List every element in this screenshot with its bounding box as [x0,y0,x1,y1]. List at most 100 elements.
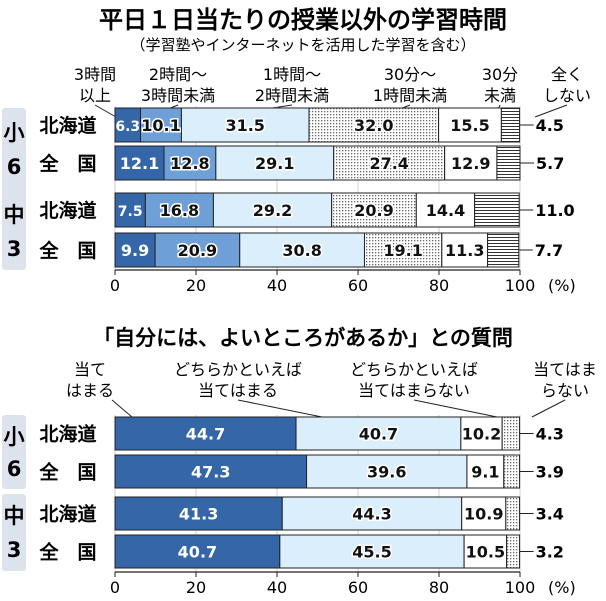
legend-label-line2: 1時間未満 [373,86,447,105]
legend-label-line1: 2時間〜 [149,65,207,84]
chart2-group-label-line2: 3 [7,538,22,562]
chart1-group-label-line1: 中 [4,203,25,227]
data-label: 10.2 [462,425,501,444]
data-label: 39.6 [367,463,406,482]
data-label: 10.1 [141,116,180,135]
chart1-group-label-line2: 6 [7,155,22,179]
chart1-group-tab-junior: 中 3 [2,193,26,270]
legend-leader-line [413,399,498,418]
x-tick-label: 80 [429,276,449,295]
bar-row: 全 国 40.7 45.5 10.5 3.2 [38,534,564,569]
legend-label-line2: 以上 [79,86,111,105]
data-label: 5.7 [536,154,564,173]
data-label: 40.7 [359,425,398,444]
bar-segment [463,534,508,569]
chart1-group-label-line1: 小 [4,121,25,145]
row-category-label: 北海道 [39,199,96,222]
bar-segment [279,534,465,569]
data-label: 3.2 [536,543,564,562]
data-label: 10.9 [464,505,503,524]
unit-label: (%) [548,276,576,295]
data-label: 30.8 [282,241,321,260]
legend-label-line2: らない [541,381,589,400]
data-label: 44.7 [186,425,225,444]
x-tick-label: 100 [505,578,536,597]
bar-segment [144,192,214,228]
bar-row: 北海道 41.3 44.3 10.9 3.4 [39,496,564,531]
chart2-title: 「自分には、よいところがあるか」との質問 [93,326,513,350]
row-category-label: 全 国 [38,541,96,564]
row-category-label: 北海道 [39,503,96,526]
data-label: 4.3 [536,425,564,444]
data-label: 12.9 [451,154,490,173]
data-label: 45.5 [352,543,391,562]
legend-label-line1: 30分〜 [384,65,436,84]
chart2-group-label-line2: 6 [7,457,22,481]
data-label: 9.1 [471,463,499,482]
legend-label-line2: 当てはまる [198,381,278,400]
data-label: 27.4 [369,154,408,173]
bar-segment [331,192,417,228]
data-label: 10.5 [466,543,505,562]
x-tick-label: 20 [186,276,206,295]
bar-segment [496,145,521,181]
x-tick-label: 60 [348,578,368,597]
bar-segment [114,534,281,569]
bar-segment [114,454,308,489]
legend-label-line2: 2時間未満 [255,86,329,105]
data-label: 47.3 [191,463,230,482]
bar-segment [114,416,297,451]
data-label: 3.4 [536,505,564,524]
chart2-group-label-line1: 小 [4,425,25,449]
data-label: 3.9 [536,463,564,482]
legend-label-line1: 当て [74,360,106,379]
legend-label-line2: 当てはまらない [358,381,470,400]
bar-row: 北海道 44.7 40.7 10.2 4.3 [39,416,564,451]
legend-label-line2: 未満 [484,86,516,105]
chart2-group-tab-junior: 中 3 [2,494,26,571]
legend-label-line2: はまる [66,381,114,400]
legend-label-line1: どちらかといえば [174,360,302,379]
bar-segment [505,496,521,531]
chart2-plot: 当てはまるどちらかといえば当てはまるどちらかといえば当てはまらない当てはまらない… [38,360,596,597]
data-label: 9.9 [121,241,149,260]
chart2-group-label-line1: 中 [4,504,25,528]
data-label: 32.0 [354,116,393,135]
bar-segment [501,416,521,451]
row-category-label: 全 国 [38,461,96,484]
chart2-group-tab-elementary: 小 6 [2,415,26,489]
row-category-label: 北海道 [39,114,96,137]
bar-segment [212,192,333,228]
bar-segment [239,232,365,268]
bar-segment [438,107,502,143]
data-label: 31.5 [225,116,264,135]
data-label: 11.0 [535,201,574,220]
data-label: 16.8 [160,201,199,220]
x-tick-label: 40 [267,276,287,295]
bar-segment [114,145,165,181]
bar-segment [500,107,521,143]
legend-label-line1: 全く [551,65,583,84]
row-category-label: 北海道 [39,423,96,446]
legend-label-line1: 当てはま [533,360,597,379]
legend-leader-line [111,399,133,418]
bar-segment [180,107,310,143]
row-category-label: 全 国 [38,239,96,262]
data-label: 20.9 [354,201,393,220]
bar-segment [474,192,520,228]
bar-segment [295,416,462,451]
unit-label: (%) [548,578,576,597]
bar-segment [487,232,520,268]
data-label: 20.9 [178,241,217,260]
bar-segment [503,454,521,489]
legend-label-line1: 1時間〜 [263,65,321,84]
legend-leader-line [94,104,117,118]
bar-segment [363,232,443,268]
bar-row: 北海道 7.5 16.8 29.2 20.9 14.4 11.0 [39,192,575,228]
bar-segment [506,534,521,569]
legend-label-line1: どちらかといえば [350,360,478,379]
data-label: 12.8 [170,154,209,173]
data-label: 40.7 [178,543,217,562]
data-label: 12.1 [120,154,159,173]
